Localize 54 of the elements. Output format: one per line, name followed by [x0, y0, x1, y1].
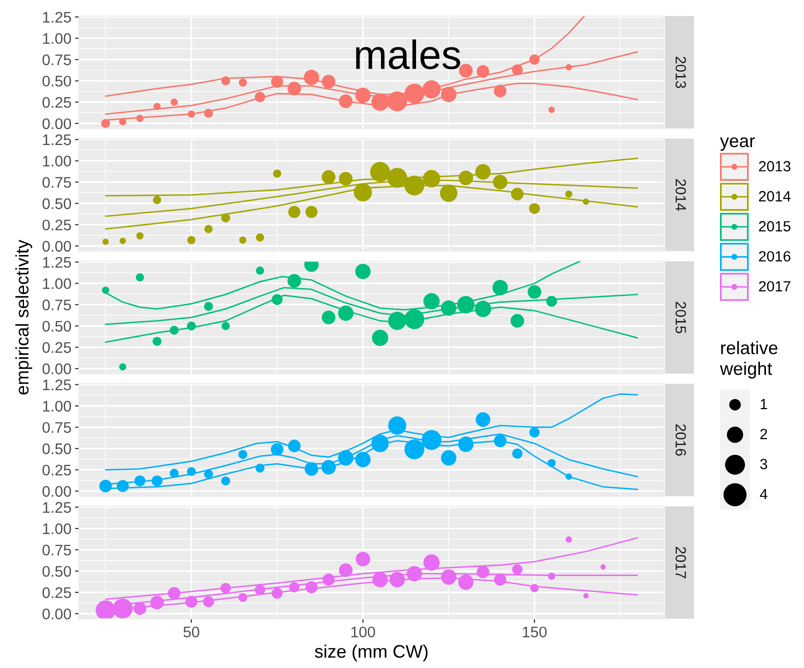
legend-label: 3: [760, 458, 768, 470]
x-axis-title: size (mm CW): [314, 644, 428, 662]
y-tick-label: 1.00: [43, 33, 72, 44]
x-tick-label: 150: [522, 626, 547, 638]
y-tick-label: 1.25: [43, 502, 71, 513]
legend-label: 2013: [759, 161, 790, 172]
y-tick-label: 0.75: [42, 544, 71, 556]
y-tick-label: 0.50: [42, 198, 72, 210]
legend-title: year: [720, 137, 755, 151]
y-tick-label: 1.25: [43, 12, 71, 23]
y-tick-label: 1.00: [43, 523, 72, 534]
y-tick-label: 1.00: [43, 156, 72, 166]
y-tick-label: 0.50: [42, 76, 72, 87]
text: 2013: [676, 56, 686, 88]
y-tick-label: 0.25: [42, 464, 71, 476]
y-tick-label: 0.50: [42, 566, 72, 577]
text: 2014: [676, 179, 686, 211]
y-tick-label: 0.00: [42, 240, 72, 252]
legend-label: 1: [760, 398, 768, 410]
y-tick-label: 0.75: [42, 300, 71, 310]
legend-title: relative weight: [720, 341, 778, 379]
legend-label: 2017: [759, 281, 790, 292]
text: 2017: [676, 546, 686, 578]
legend-label: 4: [760, 489, 768, 500]
legend-label: 2: [760, 428, 768, 440]
y-tick-label: 0.50: [42, 320, 72, 332]
legend-label: 2016: [759, 251, 790, 262]
y-tick-label: 0.75: [42, 54, 71, 66]
y-tick-label: 1.25: [43, 380, 71, 390]
y-tick-label: 1.25: [43, 134, 71, 146]
y-tick-label: 0.00: [42, 118, 72, 130]
y-tick-label: 0.00: [42, 608, 72, 620]
line-series: [104, 294, 638, 343]
x-tick-label: 50: [183, 626, 200, 638]
y-tick-label: 0.00: [42, 363, 72, 374]
legend-label: 2014: [759, 191, 791, 202]
y-tick-label: 1.25: [43, 256, 71, 268]
y-tick-label: 0.50: [42, 443, 72, 454]
y-tick-label: 0.25: [42, 97, 71, 108]
y-tick-label: 0.00: [42, 486, 72, 497]
y-tick-label: 0.25: [42, 342, 71, 353]
legend-label: 2015: [759, 221, 790, 232]
y-axis-title: empirical selectivity: [15, 240, 32, 394]
y-tick-label: 0.75: [42, 422, 71, 433]
text: 2016: [676, 424, 686, 456]
annotation: males: [356, 39, 460, 70]
y-tick-label: 0.25: [42, 220, 71, 230]
y-tick-label: 1.00: [43, 278, 72, 290]
line-series: [104, 393, 638, 471]
y-tick-label: 1.00: [43, 400, 72, 412]
x-tick-label: 100: [351, 626, 376, 638]
y-tick-label: 0.25: [42, 587, 71, 598]
y-tick-label: 0.75: [42, 176, 71, 188]
text: 2015: [676, 302, 686, 334]
